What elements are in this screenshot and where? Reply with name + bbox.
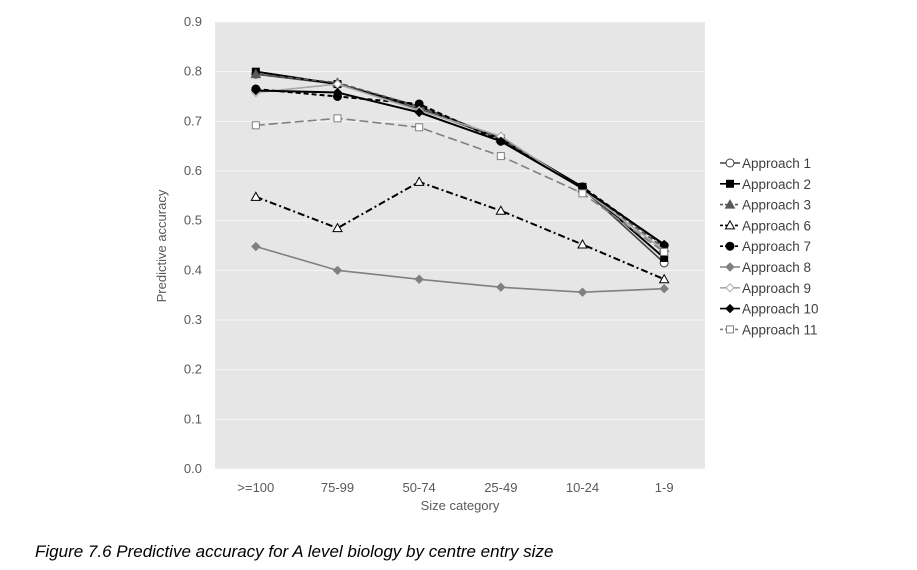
legend-label: Approach 1 [742, 156, 811, 171]
legend-item: Approach 6 [720, 218, 811, 233]
y-tick-labels: 0.0 0.1 0.2 0.3 0.4 0.5 0.6 0.7 0.8 0.9 [184, 14, 202, 476]
legend-item: Approach 2 [720, 177, 811, 192]
legend-marker [726, 325, 734, 334]
data-point [660, 247, 669, 256]
data-point [415, 123, 424, 132]
data-point [577, 287, 588, 297]
data-point [332, 222, 343, 233]
data-point [495, 205, 507, 215]
data-point [578, 189, 587, 198]
legend-marker [725, 241, 735, 251]
legend-marker [724, 219, 736, 230]
legend-label: Approach 2 [742, 177, 811, 192]
x-tick-label: 10-24 [566, 480, 599, 495]
legend-item: Approach 3 [720, 198, 811, 213]
legend-item: Approach 10 [720, 302, 819, 317]
data-point [251, 85, 261, 96]
series-line [255, 83, 665, 252]
legend-marker [725, 283, 735, 293]
data-point [332, 87, 343, 98]
x-tick-label: >=100 [237, 480, 274, 495]
plot-area [215, 22, 705, 469]
legend-marker [725, 303, 735, 314]
legend-label: Approach 11 [742, 322, 818, 337]
y-axis-title: Predictive accuracy [154, 189, 169, 302]
figure-caption: Figure 7.6 Predictive accuracy for A lev… [35, 542, 554, 561]
data-point [251, 241, 261, 252]
series-line [255, 89, 665, 246]
data-point [414, 274, 424, 284]
data-point [496, 282, 506, 292]
legend-item: Approach 11 [720, 322, 818, 337]
legend-label: Approach 9 [742, 281, 811, 296]
series-line [255, 180, 665, 281]
x-tick-label: 1-9 [655, 480, 674, 495]
series-approach-11 [251, 114, 669, 256]
y-tick-label: 0.8 [184, 64, 202, 79]
y-tick-label: 0.6 [184, 163, 202, 178]
series-line [255, 117, 665, 253]
data-point [250, 191, 262, 201]
data-point [332, 265, 343, 276]
data-point [250, 68, 262, 79]
data-point [577, 238, 588, 249]
y-tick-label: 0.7 [184, 113, 202, 128]
legend-label: Approach 6 [742, 218, 811, 233]
data-point [496, 152, 505, 161]
legend-marker [725, 262, 735, 272]
legend-item: Approach 7 [720, 239, 811, 254]
data-point [333, 114, 342, 123]
x-tick-labels: >=100 75-99 50-74 25-49 10-24 1-9 [237, 480, 673, 495]
x-tick-label: 50-74 [403, 480, 436, 495]
data-point [413, 176, 425, 186]
data-point [659, 284, 669, 294]
series-approach-10 [251, 85, 669, 250]
legend-item: Approach 8 [720, 260, 811, 275]
y-tick-label: 0.4 [184, 262, 202, 277]
data-point [496, 136, 506, 146]
legend-label: Approach 8 [742, 260, 811, 275]
legend-item: Approach 9 [720, 281, 811, 296]
series [250, 67, 670, 297]
x-tick-label: 25-49 [484, 480, 517, 495]
data-point [251, 121, 260, 130]
legend-marker [724, 199, 736, 209]
y-tick-label: 0.3 [184, 312, 202, 327]
y-tick-label: 0.5 [184, 213, 202, 228]
y-tick-label: 0.0 [184, 461, 202, 476]
legend-label: Approach 10 [742, 302, 819, 317]
x-axis-title: Size category [421, 498, 500, 513]
series-line [255, 245, 665, 293]
legend: Approach 1 Approach 2 Approach 3 Approach 6… [720, 156, 819, 337]
legend-label: Approach 7 [742, 239, 811, 254]
x-tick-label: 75-99 [321, 480, 354, 495]
legend-label: Approach 3 [742, 198, 811, 213]
legend-marker [726, 179, 734, 188]
series-approach-8 [251, 241, 669, 297]
y-tick-label: 0.1 [184, 411, 202, 426]
data-point [414, 107, 424, 118]
data-point [658, 273, 670, 284]
legend-marker [725, 158, 735, 168]
series-approach-6 [250, 176, 670, 284]
y-tick-label: 0.2 [184, 362, 202, 377]
y-tick-label: 0.9 [184, 14, 202, 29]
legend-item: Approach 1 [720, 156, 811, 171]
